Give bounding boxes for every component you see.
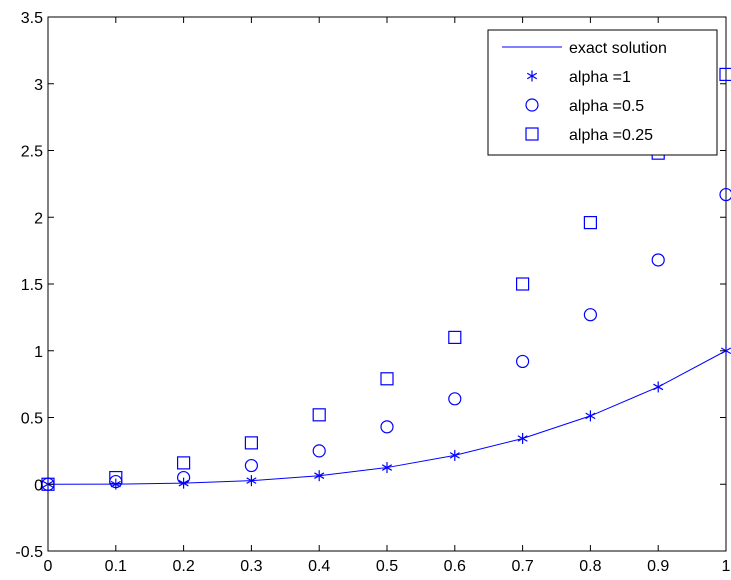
legend-item: alpha =1	[526, 69, 631, 86]
data-point	[653, 381, 664, 393]
star-stroke	[585, 412, 596, 420]
data-point	[381, 462, 393, 474]
x-tick-label: 0.9	[647, 558, 669, 575]
data-point	[380, 372, 394, 386]
y-tick-label: 1	[34, 344, 43, 361]
legend-item: exact solution	[502, 40, 667, 57]
y-tick-label: 0.5	[21, 411, 43, 428]
y-tick-label: 3	[34, 77, 43, 94]
x-axis: 0 0.1 0.2 0.3 0.4 0.5 0.6 0.7 0.8 0.9 1	[44, 17, 731, 575]
legend-label: alpha =0.25	[569, 127, 653, 144]
legend-marker	[525, 127, 539, 141]
y-tick-label: -0.5	[15, 544, 43, 561]
data-point	[517, 432, 528, 444]
y-tick-label: 1.5	[21, 277, 43, 294]
star-stroke	[381, 464, 393, 471]
data-point	[515, 354, 530, 369]
data-marks	[41, 67, 731, 491]
data-point	[312, 408, 326, 422]
data-point	[719, 187, 731, 202]
star-stroke	[653, 383, 664, 391]
data-point	[244, 436, 258, 450]
data-point	[448, 330, 462, 344]
y-tick-label: 0	[34, 477, 43, 494]
series-2	[41, 187, 731, 491]
data-point	[585, 410, 596, 422]
data-point	[515, 277, 530, 291]
x-tick-label: 1	[722, 558, 731, 575]
y-tick-label: 2.5	[21, 144, 43, 161]
star-stroke	[517, 435, 528, 442]
series-1	[42, 345, 731, 490]
legend-label: alpha =1	[569, 69, 631, 86]
data-point	[246, 475, 257, 487]
legend-marker	[526, 70, 538, 82]
star-stroke	[246, 477, 257, 484]
data-point	[583, 215, 598, 230]
x-tick-label: 0.5	[376, 558, 398, 575]
data-point	[244, 458, 258, 473]
x-tick-label: 0	[44, 558, 53, 575]
y-tick-label: 2	[34, 210, 43, 227]
x-tick-label: 0.2	[172, 558, 194, 575]
legend-item: alpha =0.5	[525, 98, 644, 115]
data-point	[448, 392, 462, 406]
data-point	[177, 470, 191, 485]
x-tick-label: 0.6	[444, 558, 466, 575]
legend-marker	[525, 98, 539, 112]
legend: exact solution alpha =1 alpha =0.5 alpha =…	[487, 29, 718, 156]
data-point	[719, 67, 731, 82]
data-point	[583, 308, 598, 322]
star-stroke	[526, 72, 538, 80]
star-stroke	[314, 472, 325, 479]
y-axis: -0.5 0 0.5 1 1.5 2 2.5 3 3.5	[15, 10, 726, 561]
x-tick-label: 0.7	[511, 558, 533, 575]
y-tick-label: 3.5	[21, 10, 43, 27]
x-tick-label: 0.1	[105, 558, 127, 575]
data-point	[449, 449, 460, 461]
x-tick-label: 0.8	[579, 558, 601, 575]
data-point	[314, 470, 325, 482]
series-3	[41, 67, 731, 491]
data-point	[651, 253, 665, 267]
data-point	[109, 470, 123, 485]
data-point	[177, 456, 191, 470]
data-point	[380, 420, 394, 434]
legend-label: exact solution	[569, 40, 667, 57]
legend-label: alpha =0.5	[569, 98, 644, 115]
legend-item: alpha =0.25	[525, 127, 653, 144]
data-point	[312, 444, 326, 458]
star-stroke	[449, 452, 460, 459]
x-tick-label: 0.4	[308, 558, 330, 575]
x-tick-label: 0.3	[240, 558, 262, 575]
